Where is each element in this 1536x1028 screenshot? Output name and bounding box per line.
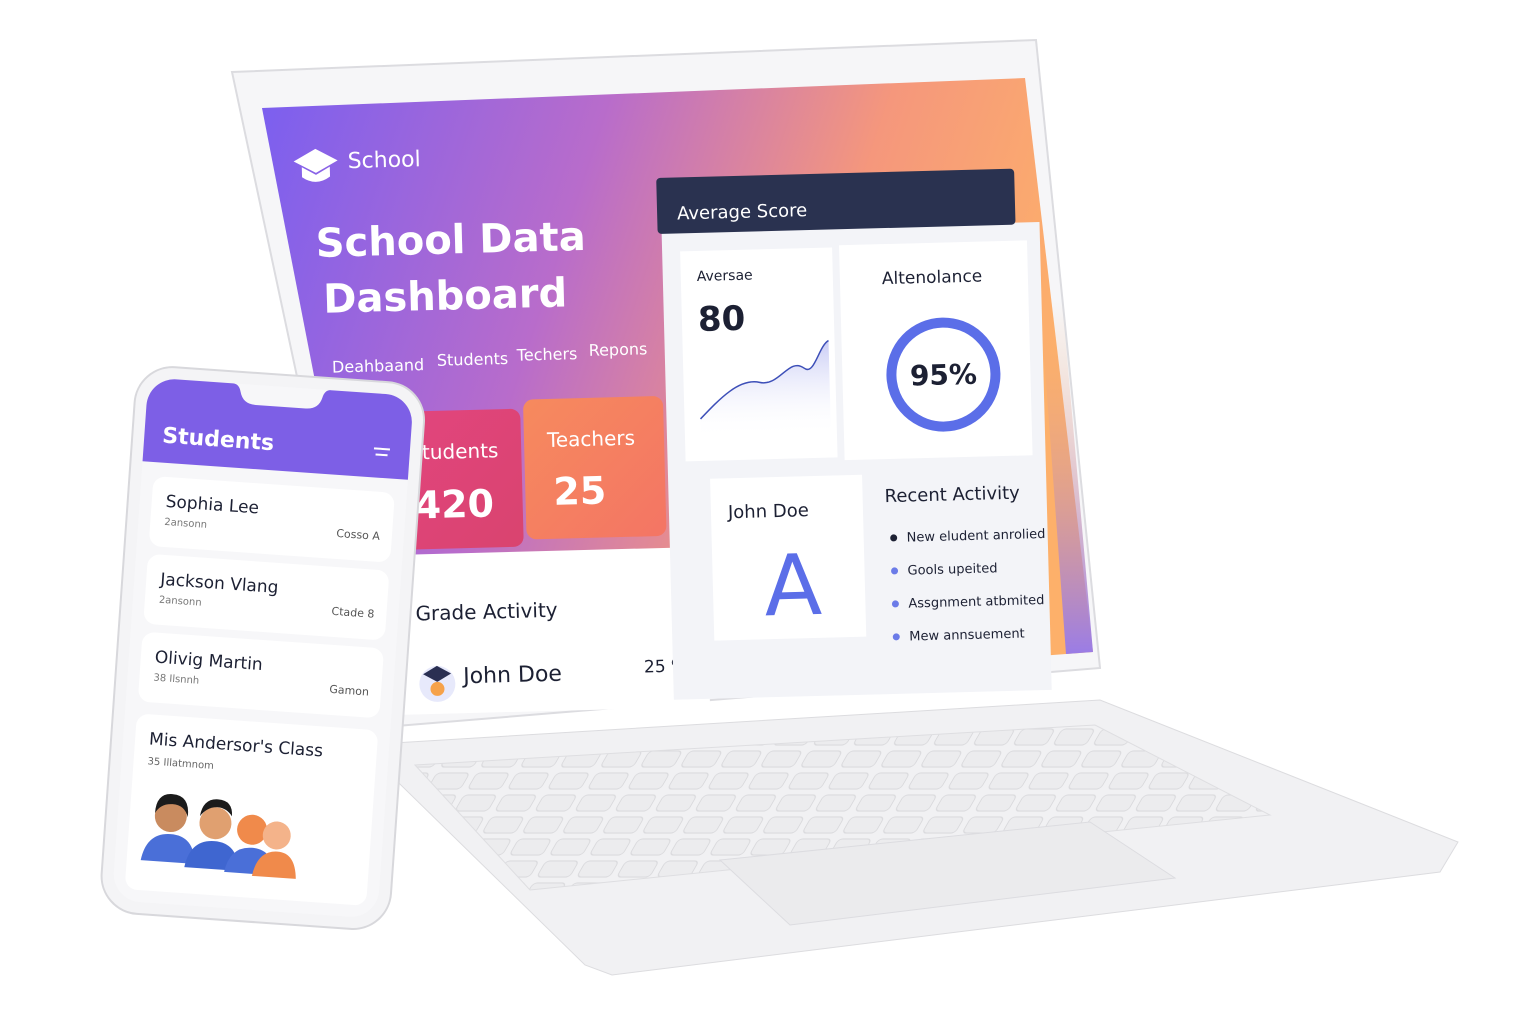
student-name: John Doe bbox=[461, 662, 562, 690]
activity-item: Mew annsuement bbox=[909, 627, 1025, 645]
student-sub: 2ansonn bbox=[164, 517, 208, 531]
card-label: Aversae bbox=[697, 268, 753, 285]
student-card bbox=[138, 632, 384, 718]
avatar bbox=[419, 665, 456, 702]
attendance-ring bbox=[886, 317, 1001, 432]
grade-letter: A bbox=[763, 536, 823, 635]
activity-item: Gools upeited bbox=[907, 561, 997, 578]
nav-item[interactable]: Techers bbox=[516, 344, 578, 365]
card-label: Teachers bbox=[546, 426, 636, 452]
student-name: John Doe bbox=[727, 500, 809, 523]
student-sub: 38 Ilsnnh bbox=[153, 673, 200, 687]
card-value: 80 bbox=[697, 299, 745, 340]
keyboard bbox=[413, 724, 1272, 891]
sparkline bbox=[699, 339, 829, 420]
nav-item[interactable]: Deahbaand bbox=[332, 355, 425, 376]
class-avatars bbox=[140, 794, 296, 879]
title: School Data bbox=[315, 214, 586, 267]
card-label: Altenolance bbox=[882, 267, 983, 290]
phone-header bbox=[142, 379, 412, 480]
nav-item[interactable]: Repons bbox=[588, 339, 647, 360]
menu-icon bbox=[373, 447, 391, 457]
students-card bbox=[395, 408, 524, 550]
nav-item[interactable]: Students bbox=[437, 349, 509, 370]
class-sub: 35 Illatmnom bbox=[147, 756, 214, 772]
student-tag: Cosso A bbox=[336, 527, 381, 543]
student-card bbox=[144, 554, 389, 640]
activity-item: Assgnment atbmited bbox=[908, 593, 1044, 612]
student-card bbox=[149, 476, 395, 562]
grade-activity-panel bbox=[375, 546, 711, 716]
brand-logo bbox=[293, 148, 338, 182]
score-header bbox=[656, 168, 1016, 234]
student-sub: 2ansonn bbox=[158, 595, 202, 609]
activity-bullet bbox=[892, 633, 900, 641]
grade-card bbox=[710, 474, 867, 641]
activity-bullet bbox=[891, 600, 899, 608]
panel-title: Recent Activity bbox=[884, 483, 1020, 508]
brand: School bbox=[347, 147, 421, 174]
panel-title: Grade Activity bbox=[415, 598, 558, 626]
panel-title: Average Score bbox=[677, 200, 808, 224]
sparkline-area bbox=[700, 340, 831, 439]
teachers-card bbox=[523, 396, 667, 540]
trackpad bbox=[718, 821, 1177, 926]
activity-bullet bbox=[891, 567, 899, 575]
card-value: 25 bbox=[553, 468, 607, 513]
activity-bullet bbox=[890, 534, 898, 542]
screen-edge bbox=[1040, 300, 1093, 654]
student-tag: Ctade 8 bbox=[331, 605, 375, 621]
activity-item: New eludent anrolied bbox=[907, 527, 1046, 546]
card-value: 420 bbox=[414, 481, 494, 527]
activity-list: New eludent anrolied Gools upeited Assgnme… bbox=[890, 527, 1046, 645]
student-tag: Gamon bbox=[329, 683, 370, 699]
dashboard: School School Data Dashboard Deahbaand S… bbox=[293, 147, 1052, 716]
attendance-value: 95% bbox=[910, 358, 978, 393]
card-label: Students bbox=[409, 438, 499, 464]
title: Dashboard bbox=[323, 270, 568, 322]
